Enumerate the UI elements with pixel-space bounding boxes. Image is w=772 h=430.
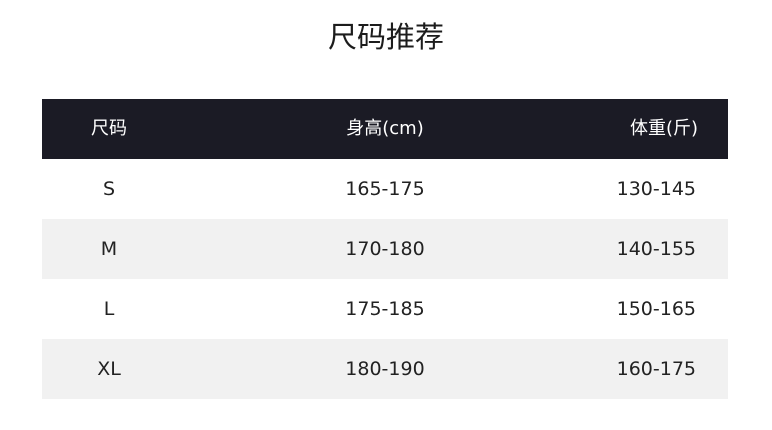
size-cell: L [103,298,115,320]
table-row: S 165-175 130-145 [42,159,728,219]
size-cell: M [100,238,118,260]
size-table: 尺码 身高(cm) 体重(斤) S 165-175 130-145 M 170-… [42,99,728,399]
weight-cell: 160-175 [616,358,696,380]
table-row: L 175-185 150-165 [42,279,728,339]
weight-cell: 130-145 [616,178,696,200]
header-height: 身高(cm) [346,118,424,139]
header-size: 尺码 [91,118,127,139]
header-weight: 体重(斤) [629,118,698,139]
weight-cell: 150-165 [616,298,696,320]
table-header: 尺码 身高(cm) 体重(斤) [42,99,728,159]
size-cell: XL [97,358,121,380]
weight-cell: 140-155 [616,238,696,260]
height-cell: 175-185 [345,298,425,320]
page-title: 尺码推荐 [327,20,444,54]
height-cell: 180-190 [345,358,425,380]
table-row: M 170-180 140-155 [42,219,728,279]
table-row: XL 180-190 160-175 [42,339,728,399]
height-cell: 170-180 [345,238,425,260]
size-cell: S [102,178,116,200]
height-cell: 165-175 [345,178,425,200]
